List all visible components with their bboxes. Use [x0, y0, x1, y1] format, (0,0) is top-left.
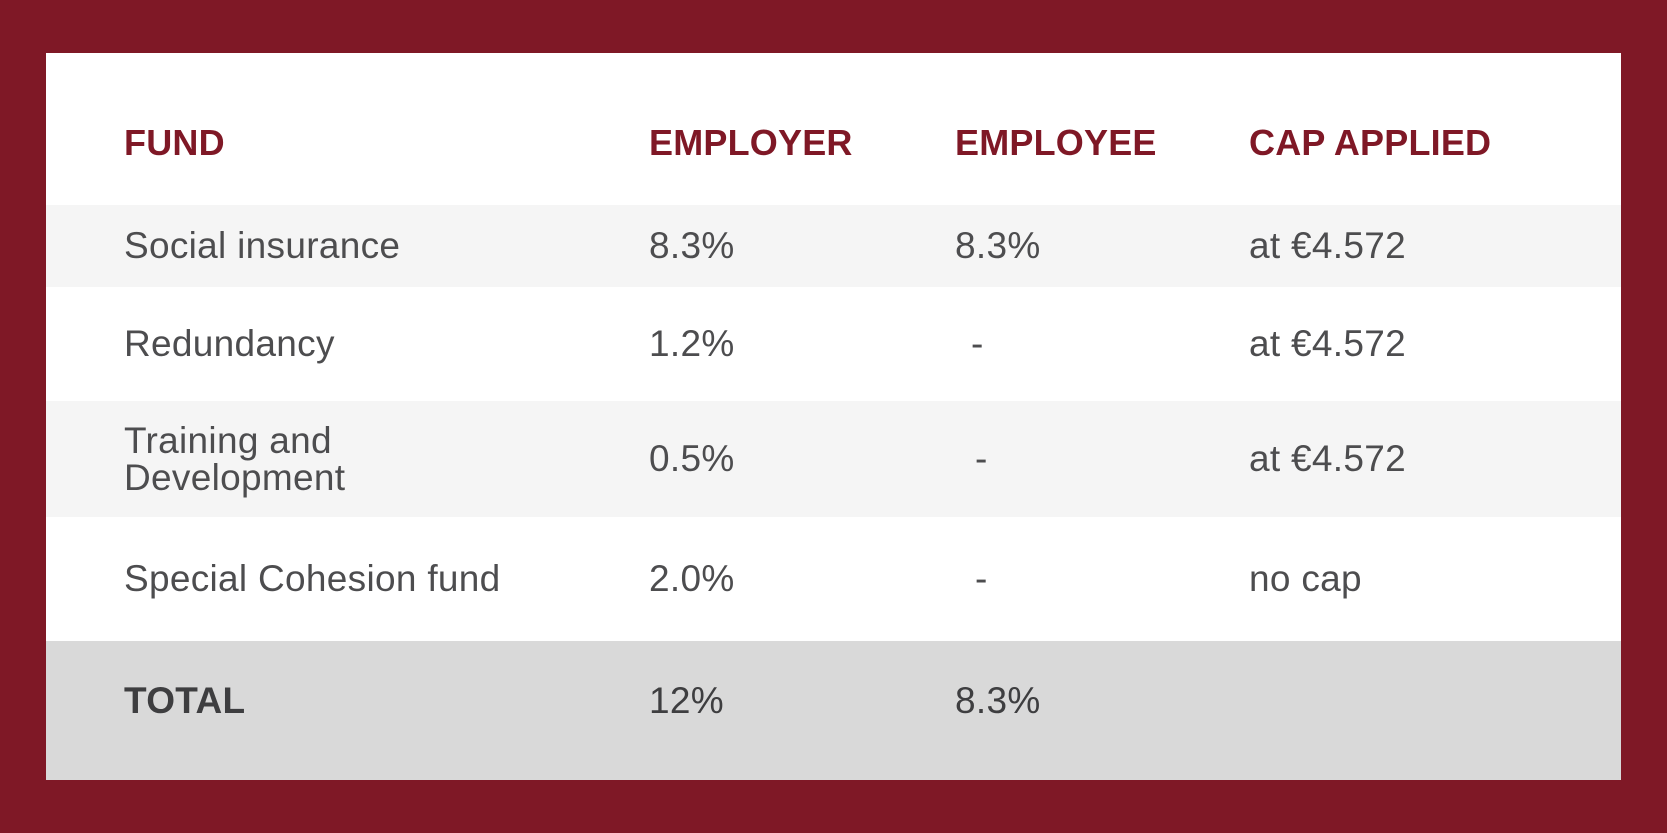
total-row: TOTAL 12% 8.3%: [46, 641, 1621, 780]
cap-applied: at €4.572: [1249, 323, 1407, 364]
header-employer: EMPLOYER: [649, 122, 853, 163]
cap-applied: at €4.572: [1249, 225, 1407, 266]
fund-name: Special Cohesion fund: [124, 558, 501, 599]
employer-rate: 0.5%: [649, 438, 735, 479]
table-row: Redundancy 1.2% - at €4.572: [46, 287, 1621, 401]
table-row: Special Cohesion fund 2.0% - no cap: [46, 517, 1621, 641]
header-cap-applied: CAP APPLIED: [1249, 122, 1492, 163]
employee-rate: -: [975, 438, 988, 479]
total-cap: [1249, 641, 1589, 780]
employee-rate: 8.3%: [955, 225, 1041, 266]
total-employee: 8.3%: [955, 679, 1041, 721]
contributions-table: FUND EMPLOYER EMPLOYEE CAP APPLIED Socia…: [46, 53, 1621, 780]
fund-name: Redundancy: [124, 323, 335, 364]
fund-name: Social insurance: [124, 225, 401, 266]
header-fund: FUND: [124, 122, 225, 163]
employee-rate: -: [975, 558, 988, 599]
cap-applied: no cap: [1249, 558, 1362, 599]
employer-rate: 1.2%: [649, 323, 735, 364]
total-employer: 12%: [649, 679, 724, 721]
employer-rate: 2.0%: [649, 558, 735, 599]
header-employee: EMPLOYEE: [955, 122, 1157, 163]
cap-applied: at €4.572: [1249, 438, 1407, 479]
table-header: FUND EMPLOYER EMPLOYEE CAP APPLIED: [46, 103, 1621, 183]
employee-rate: -: [971, 323, 984, 364]
fund-name: Training and Development: [124, 401, 624, 517]
total-label: TOTAL: [124, 679, 246, 721]
fund-name-line1: Training and: [124, 420, 332, 461]
employer-rate: 8.3%: [649, 225, 735, 266]
fund-name-line2: Development: [124, 457, 346, 498]
table-row: Social insurance 8.3% 8.3% at €4.572: [46, 205, 1621, 287]
table-row: Training and Development 0.5% - at €4.57…: [46, 401, 1621, 517]
